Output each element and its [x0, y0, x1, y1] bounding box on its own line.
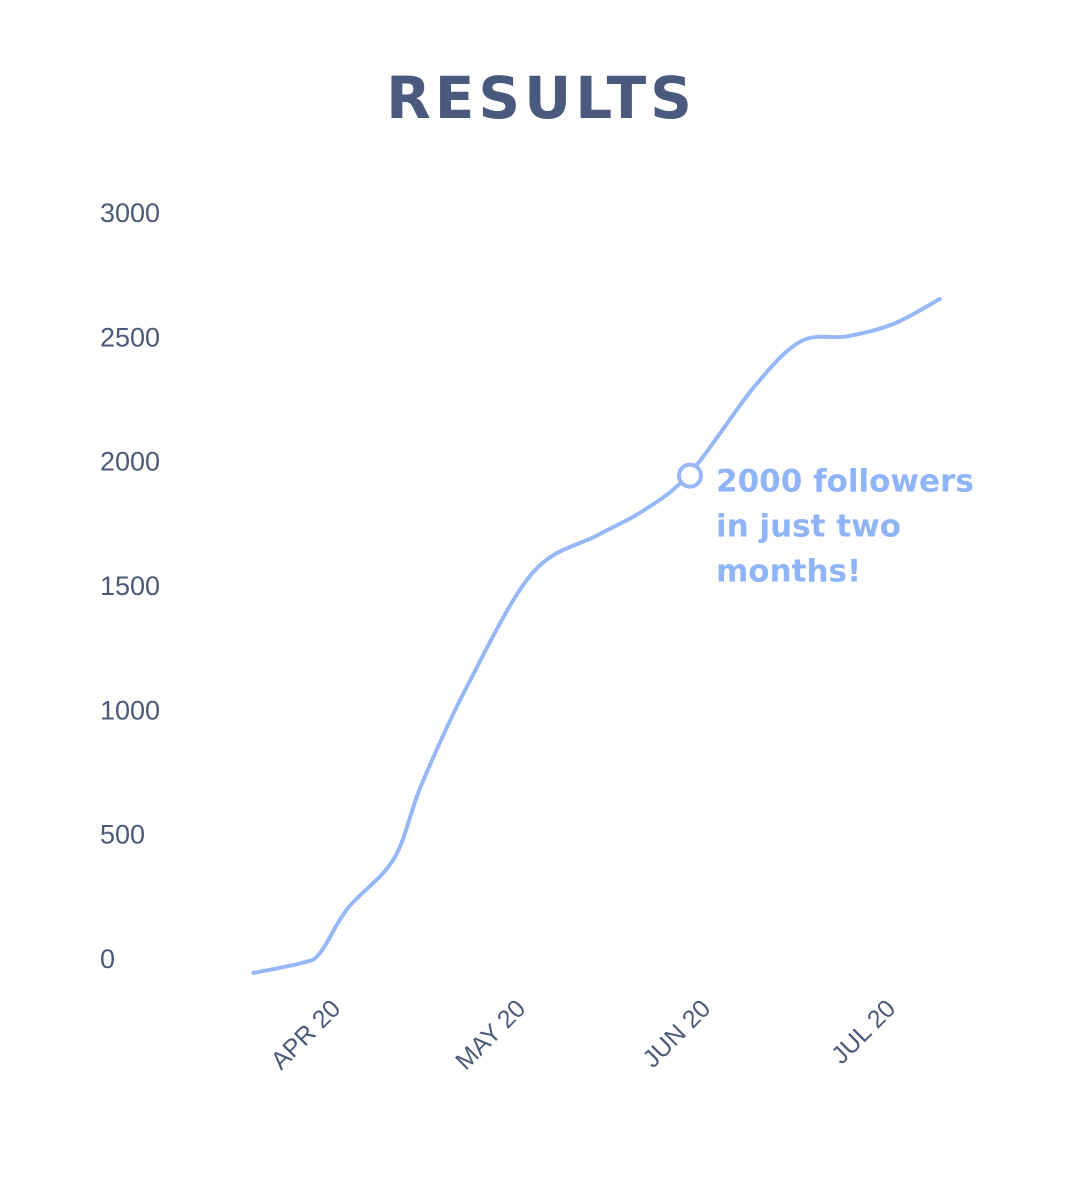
y-tick-label: 0 [100, 944, 115, 974]
x-tick-label: JUN 20 [637, 994, 716, 1073]
x-tick-label: MAY 20 [450, 994, 531, 1075]
y-axis: 3000 2500 2000 1500 1000 500 0 [100, 198, 160, 974]
annotation-text: months! [716, 554, 861, 590]
series-line-followers [251, 297, 942, 975]
y-tick-label: 2000 [100, 447, 160, 477]
x-tick-label: JUL 20 [826, 994, 901, 1069]
y-tick-label: 1500 [100, 571, 160, 601]
annotation-text: in just two [716, 509, 901, 545]
y-tick-label: 3000 [100, 198, 160, 228]
annotation-group: 2000 followers in just two months! [677, 462, 974, 590]
x-tick-label: APR 20 [266, 994, 347, 1075]
chart-title: RESULTS [386, 64, 696, 132]
annotation-marker [677, 462, 703, 489]
x-axis: APR 20 MAY 20 JUN 20 JUL 20 [266, 994, 902, 1075]
y-tick-label: 2500 [100, 322, 160, 352]
annotation-text: 2000 followers [716, 464, 974, 500]
y-tick-label: 1000 [100, 695, 160, 725]
plot-area [251, 297, 942, 975]
y-tick-label: 500 [100, 820, 145, 850]
